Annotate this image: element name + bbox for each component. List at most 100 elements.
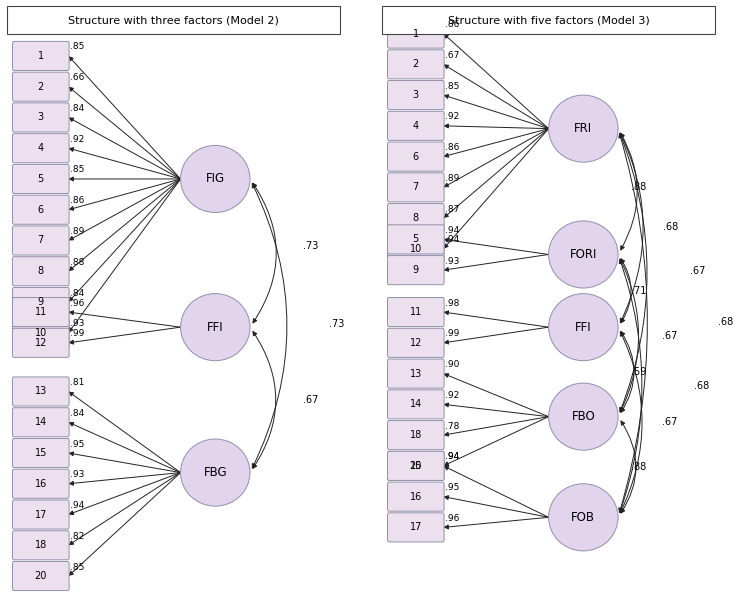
Text: 16: 16 xyxy=(34,479,47,489)
Text: .67: .67 xyxy=(690,266,706,276)
Text: 14: 14 xyxy=(34,417,47,427)
FancyArrowPatch shape xyxy=(620,133,643,323)
Text: FBG: FBG xyxy=(203,466,227,479)
Ellipse shape xyxy=(181,294,250,361)
Text: .85: .85 xyxy=(70,562,84,571)
Text: .84: .84 xyxy=(70,104,84,113)
FancyBboxPatch shape xyxy=(13,195,69,224)
Text: .78: .78 xyxy=(445,422,459,431)
Text: 5: 5 xyxy=(413,234,419,245)
Text: 1: 1 xyxy=(38,51,44,61)
FancyArrowPatch shape xyxy=(621,259,631,323)
Text: 4: 4 xyxy=(38,143,44,153)
FancyBboxPatch shape xyxy=(388,390,444,419)
FancyBboxPatch shape xyxy=(13,164,69,193)
Text: Structure with three factors (Model 2): Structure with three factors (Model 2) xyxy=(68,15,279,25)
Text: .92: .92 xyxy=(445,391,459,400)
Text: 7: 7 xyxy=(38,236,44,245)
Text: .94: .94 xyxy=(445,452,459,461)
Text: .93: .93 xyxy=(70,320,84,329)
Text: 15: 15 xyxy=(410,461,422,471)
Text: 3: 3 xyxy=(38,112,44,123)
Text: 20: 20 xyxy=(34,571,47,581)
Text: FRI: FRI xyxy=(574,122,592,135)
Text: .95: .95 xyxy=(445,483,459,492)
Text: 6: 6 xyxy=(38,205,44,215)
Text: 13: 13 xyxy=(34,387,47,396)
Text: 2: 2 xyxy=(38,82,44,92)
FancyArrowPatch shape xyxy=(253,183,276,323)
FancyArrowPatch shape xyxy=(620,133,647,412)
Text: 6: 6 xyxy=(413,152,419,162)
FancyBboxPatch shape xyxy=(388,255,444,284)
FancyBboxPatch shape xyxy=(388,234,444,263)
Text: .94: .94 xyxy=(445,226,459,235)
FancyBboxPatch shape xyxy=(13,377,69,406)
Ellipse shape xyxy=(181,146,250,213)
Text: .94: .94 xyxy=(445,236,459,245)
Text: 4: 4 xyxy=(413,121,419,131)
Ellipse shape xyxy=(548,95,618,162)
FancyBboxPatch shape xyxy=(13,562,69,591)
Text: .88: .88 xyxy=(70,258,84,267)
FancyBboxPatch shape xyxy=(388,111,444,140)
Text: .59: .59 xyxy=(632,367,646,377)
Text: 8: 8 xyxy=(413,213,419,223)
Text: .85: .85 xyxy=(445,82,459,91)
FancyArrowPatch shape xyxy=(620,259,638,412)
Text: .92: .92 xyxy=(70,135,84,144)
FancyBboxPatch shape xyxy=(13,329,69,358)
Text: .88: .88 xyxy=(632,182,646,192)
FancyBboxPatch shape xyxy=(13,133,69,162)
Text: .88: .88 xyxy=(632,462,646,472)
Text: 15: 15 xyxy=(34,448,47,458)
Text: .94: .94 xyxy=(70,501,84,510)
Text: FOB: FOB xyxy=(572,511,596,524)
FancyBboxPatch shape xyxy=(388,451,444,480)
Text: .99: .99 xyxy=(70,329,84,338)
Text: 1: 1 xyxy=(413,28,419,39)
Text: 9: 9 xyxy=(413,265,419,275)
FancyBboxPatch shape xyxy=(388,298,444,327)
FancyBboxPatch shape xyxy=(13,72,69,101)
FancyArrowPatch shape xyxy=(619,133,647,512)
FancyBboxPatch shape xyxy=(388,513,444,542)
Text: 10: 10 xyxy=(410,244,422,254)
FancyBboxPatch shape xyxy=(13,439,69,467)
Ellipse shape xyxy=(548,484,618,551)
Text: 12: 12 xyxy=(410,338,422,348)
Text: .68: .68 xyxy=(718,316,734,327)
FancyBboxPatch shape xyxy=(388,19,444,48)
FancyBboxPatch shape xyxy=(13,257,69,286)
Text: .87: .87 xyxy=(445,205,459,214)
Text: 18: 18 xyxy=(410,430,422,440)
FancyBboxPatch shape xyxy=(13,318,69,347)
Text: 16: 16 xyxy=(410,492,422,502)
Text: .85: .85 xyxy=(70,165,84,175)
Ellipse shape xyxy=(181,439,250,506)
Text: .93: .93 xyxy=(70,471,84,480)
FancyBboxPatch shape xyxy=(13,408,69,437)
Text: .85: .85 xyxy=(70,42,84,51)
Text: .84: .84 xyxy=(70,289,84,298)
Text: 5: 5 xyxy=(38,174,44,184)
FancyArrowPatch shape xyxy=(621,332,634,413)
Text: 11: 11 xyxy=(34,307,47,317)
Text: 2: 2 xyxy=(413,59,419,69)
Text: .95: .95 xyxy=(70,440,84,449)
Text: .67: .67 xyxy=(303,395,319,405)
FancyBboxPatch shape xyxy=(13,469,69,498)
Text: .68: .68 xyxy=(694,381,709,391)
Text: 8: 8 xyxy=(38,266,44,276)
Text: .67: .67 xyxy=(662,330,678,341)
FancyBboxPatch shape xyxy=(13,298,69,327)
FancyBboxPatch shape xyxy=(388,50,444,79)
FancyBboxPatch shape xyxy=(388,204,444,233)
Text: 10: 10 xyxy=(34,328,47,338)
Text: .98: .98 xyxy=(445,298,459,307)
FancyArrowPatch shape xyxy=(621,421,636,513)
Text: .89: .89 xyxy=(70,227,84,236)
Ellipse shape xyxy=(548,221,618,288)
FancyBboxPatch shape xyxy=(13,42,69,71)
Text: 3: 3 xyxy=(413,90,419,100)
